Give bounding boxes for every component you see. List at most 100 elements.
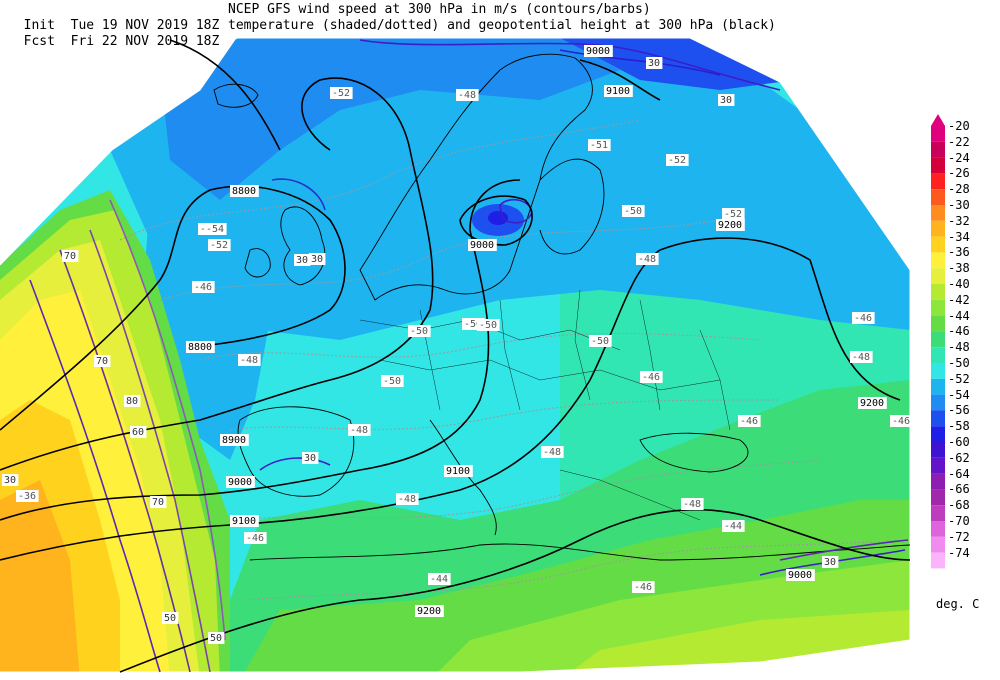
temperature-label: -51 [590, 140, 608, 151]
height-label-box [230, 515, 259, 527]
temperature-label: -46 [246, 533, 264, 544]
temperature-label-box [208, 239, 231, 251]
temperature-isotherms [119, 119, 910, 601]
colorbar-units: deg. C [936, 597, 980, 611]
temperature-label: -48 [852, 352, 870, 363]
colorbar-label: -72 [948, 529, 970, 544]
temperature-label-box [640, 371, 663, 383]
wind-label: 50 [164, 613, 176, 624]
colorbar-swatch [931, 473, 945, 490]
height-label-box [716, 219, 745, 231]
wind-label: 30 [720, 95, 732, 106]
colorbar-swatch [931, 489, 945, 506]
wind-label: 30 [304, 453, 316, 464]
colorbar [931, 114, 945, 569]
colorbar-swatch [931, 141, 945, 158]
wind-label-box [162, 612, 179, 624]
temperature-label-box [666, 154, 689, 166]
temperature-field [0, 38, 910, 672]
height-label: 9000 [470, 240, 494, 251]
temperature-label: -48 [543, 447, 561, 458]
colorbar-swatch [931, 299, 945, 316]
colorbar-swatch [931, 347, 945, 363]
colorbar-label: -22 [948, 134, 970, 149]
height-label: 8800 [188, 342, 212, 353]
temperature-label: -48 [683, 499, 701, 510]
colorbar-label: -70 [948, 514, 970, 528]
wind-label-box [62, 250, 79, 262]
colorbar-swatch [931, 315, 945, 332]
temperature-label: -46 [194, 282, 212, 293]
wind-label: 50 [210, 633, 222, 644]
wind-label-box [94, 355, 111, 367]
temperature-label-box [622, 205, 645, 217]
height-label: 9200 [718, 220, 742, 231]
height-label-box [584, 45, 613, 57]
colorbar-swatch [931, 394, 945, 411]
wind-label-box [150, 496, 167, 508]
colorbar-swatch [931, 442, 945, 458]
temperature-label-box [456, 89, 479, 101]
height-label-box [858, 397, 887, 409]
temperature-label-box [408, 325, 431, 337]
colorbar-label: -68 [948, 498, 970, 513]
temperature-label-box [204, 223, 227, 235]
wind-label-box [822, 556, 839, 568]
height-label-box [415, 605, 444, 617]
colorbar-swatch [931, 536, 945, 553]
colorbar-label: -56 [948, 403, 970, 418]
temperature-label-box [477, 319, 500, 331]
height-label: 8900 [222, 435, 246, 446]
colorbar-swatch [931, 521, 945, 537]
colorbar-label: -34 [948, 229, 970, 244]
height-label: 9100 [606, 86, 630, 97]
height-label-box [604, 85, 633, 97]
temperature-label-box [348, 424, 371, 436]
temperature-label-box [681, 498, 704, 510]
height-label: 9000 [788, 570, 812, 581]
colorbar-label: -46 [948, 324, 970, 339]
wind-label: 30 [824, 557, 836, 568]
temperature-label: -46 [740, 416, 758, 427]
wind-label: 60 [132, 427, 144, 438]
colorbar-label: -60 [948, 435, 970, 449]
temperature-label-box [192, 281, 215, 293]
height-label-box [226, 476, 255, 488]
temperature-label: -44 [430, 574, 448, 585]
colorbar-swatch [931, 252, 945, 269]
colorbar-swatch [931, 410, 945, 427]
wind-contours [29, 39, 909, 673]
temperature-label: -54 [206, 224, 224, 235]
temperature-label-box [722, 208, 745, 220]
wind-label: 70 [64, 251, 76, 262]
wind-label: 30 [311, 254, 323, 265]
title-line-2: temperature (shaded/dotted) and geopoten… [228, 18, 776, 33]
wind-label: 30 [4, 475, 16, 486]
colorbar-swatch [931, 220, 945, 237]
wind-label-box [130, 426, 147, 438]
colorbar-label: -48 [948, 340, 970, 355]
wind-label: 70 [96, 356, 108, 367]
colorbar-swatch [931, 189, 945, 205]
temperature-label: -50 [410, 326, 428, 337]
colorbar-label: -20 [948, 119, 970, 133]
wind-label-box [124, 395, 141, 407]
colorbar-label: -38 [948, 261, 970, 276]
wind-label: 30 [296, 255, 308, 266]
colorbar-swatch [931, 173, 945, 190]
colorbar-label: -32 [948, 213, 970, 228]
colorbar-label: -40 [948, 277, 970, 291]
temperature-label: -52 [210, 240, 228, 251]
init-label: Init [23, 18, 55, 33]
colorbar-label: -44 [948, 308, 970, 323]
temperature-label-box [330, 87, 353, 99]
colorbar-swatch [931, 426, 945, 442]
temperature-label: -50 [479, 320, 497, 331]
colorbar-swatch [931, 157, 945, 174]
colorbar-swatch [931, 378, 945, 395]
wind-label-box [309, 253, 326, 265]
temperature-label: -52 [724, 209, 742, 220]
colorbar-swatch [931, 284, 945, 300]
colorbar-swatch [931, 457, 945, 474]
